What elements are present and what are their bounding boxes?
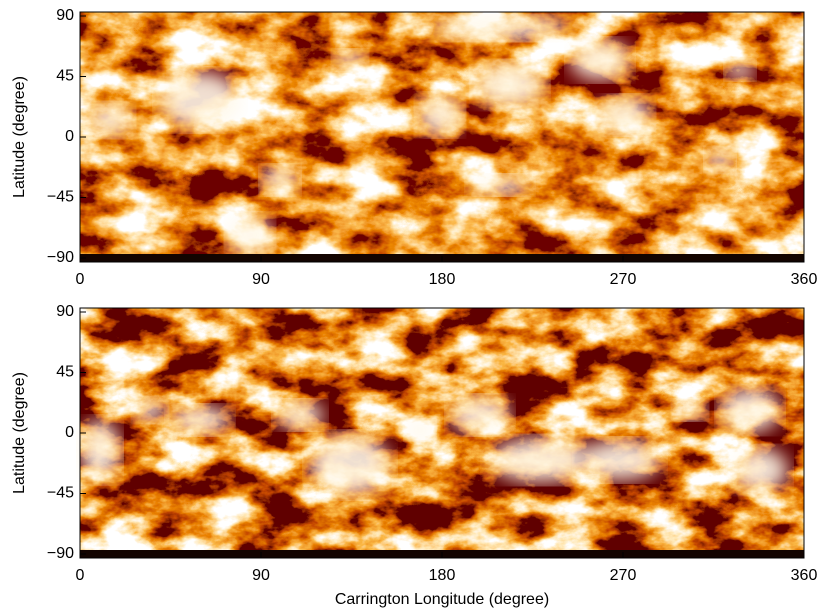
bright-region	[228, 215, 272, 255]
bright-region	[134, 398, 166, 422]
bright-region	[80, 420, 120, 480]
bright-region	[706, 148, 734, 172]
bright-region	[476, 63, 544, 107]
bright-region	[580, 440, 660, 480]
y-axis-label: Latitude (degree)	[11, 76, 28, 198]
bright-region	[430, 16, 570, 40]
bright-region	[406, 420, 434, 440]
y-tick-label: 45	[56, 364, 74, 381]
bright-region	[276, 401, 324, 429]
bright-region	[450, 397, 510, 433]
x-tick-label: 0	[76, 271, 85, 288]
bright-region	[732, 448, 788, 492]
y-tick-label: −90	[47, 545, 74, 562]
x-tick-label: 360	[791, 271, 818, 288]
x-tick-label: 360	[791, 567, 818, 584]
y-tick-label: 45	[56, 68, 74, 85]
bright-region	[570, 40, 630, 80]
x-tick-label: 270	[610, 271, 637, 288]
bright-region	[490, 438, 590, 482]
x-axis-label: Carrington Longitude (degree)	[335, 591, 549, 608]
bright-region	[599, 97, 651, 133]
bright-region	[262, 166, 298, 194]
x-tick-label: 90	[252, 567, 270, 584]
bright-region	[720, 388, 780, 432]
y-tick-label: −90	[47, 249, 74, 266]
bright-region	[418, 95, 462, 135]
bright-region	[674, 400, 706, 420]
x-tick-label: 90	[252, 271, 270, 288]
map-image	[80, 308, 804, 558]
bright-region	[88, 104, 132, 136]
y-tick-label: 0	[65, 424, 74, 441]
x-tick-label: 0	[76, 567, 85, 584]
y-tick-label: 0	[65, 128, 74, 145]
bright-region	[470, 175, 530, 195]
bright-region	[170, 406, 230, 434]
y-tick-label: 90	[56, 7, 74, 24]
map-image	[80, 12, 804, 262]
x-tick-label: 180	[429, 271, 456, 288]
bright-region	[726, 60, 754, 80]
y-tick-label: 90	[56, 303, 74, 320]
y-axis-label: Latitude (degree)	[11, 372, 28, 494]
bright-region	[310, 435, 390, 495]
x-tick-label: 270	[610, 567, 637, 584]
map-texture	[80, 12, 804, 258]
bright-region	[334, 50, 366, 70]
y-tick-label: −45	[47, 189, 74, 206]
bright-region	[160, 72, 240, 128]
x-tick-label: 180	[429, 567, 456, 584]
y-tick-label: −45	[47, 485, 74, 502]
